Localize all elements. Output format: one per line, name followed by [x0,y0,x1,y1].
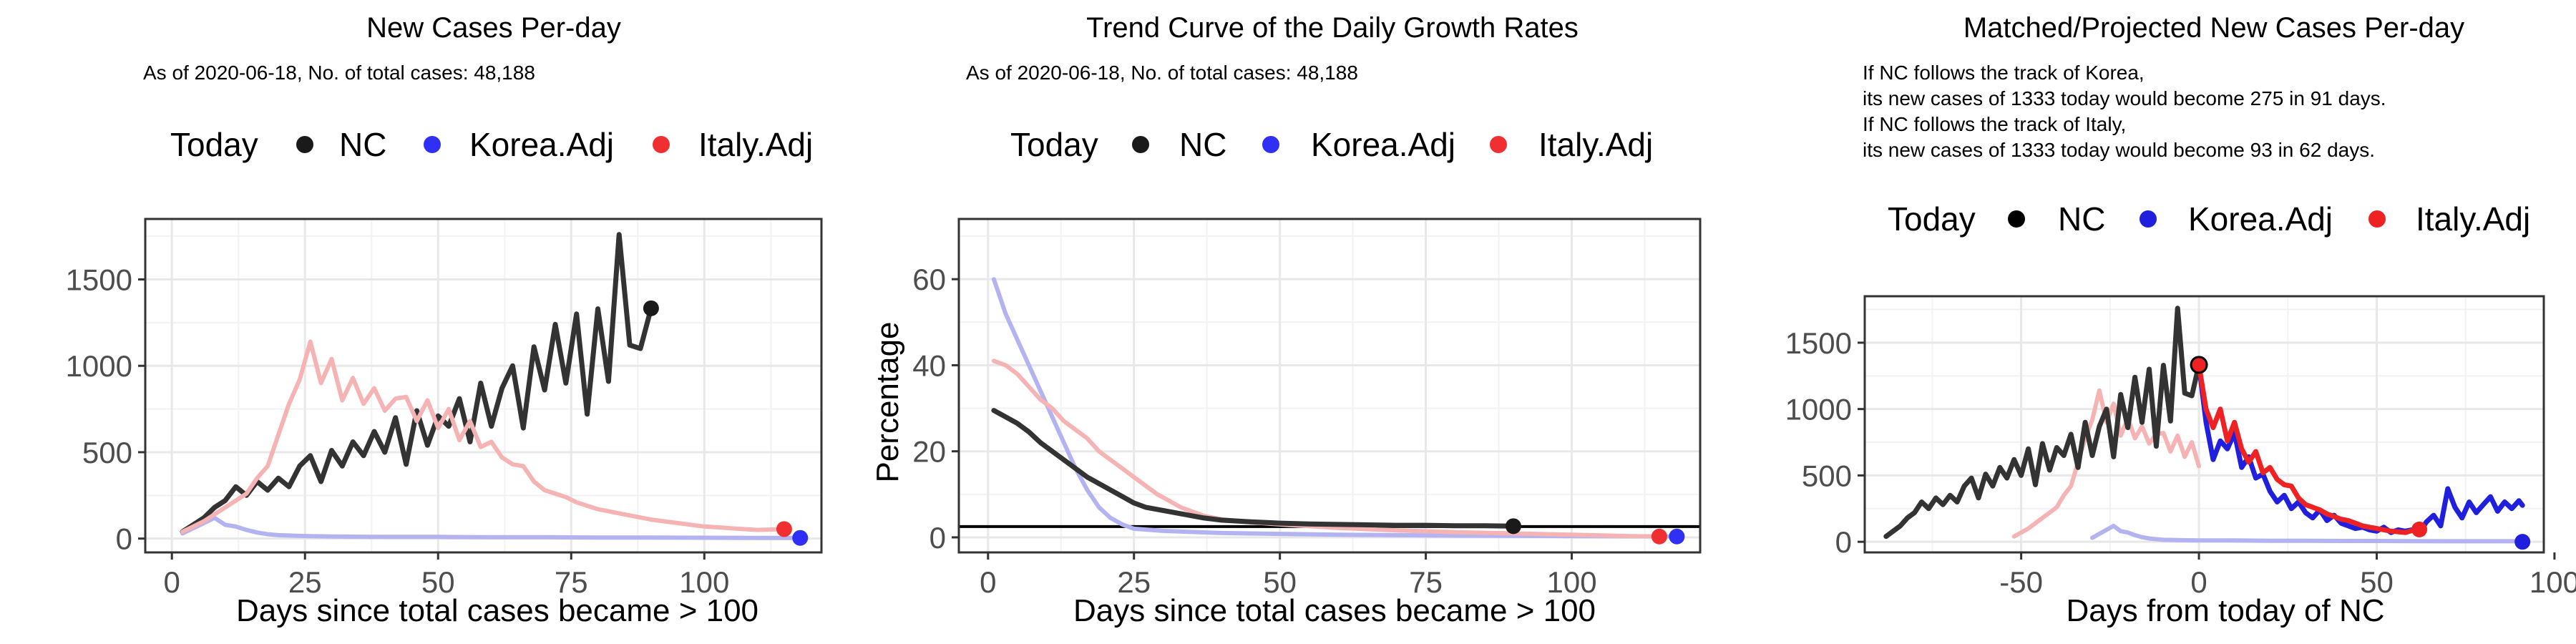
legend-label-nc: NC [1179,126,1226,163]
today-point-nc [643,300,659,316]
legend-label-korea: Korea.Adj [1311,126,1455,163]
panel-new-cases: New Cases Per-day As of 2020-06-18, No. … [66,12,823,628]
today-point-nc [2190,356,2208,374]
chart-subtitle: As of 2020-06-18, No. of total cases: 48… [966,62,1358,84]
chart-title: New Cases Per-day [366,12,621,44]
legend: Today NC Korea.Adj Italy.Adj [1010,126,1653,163]
chart-subtitle: As of 2020-06-18, No. of total cases: 48… [143,62,535,84]
today-point-korea-adj [792,530,809,546]
legend-title: Today [1888,200,1976,238]
chart-title: Matched/Projected New Cases Per-day [1963,12,2464,44]
series-line-korea-adj [180,515,803,540]
plot-border [144,218,823,554]
y-tick-label: 20 [912,435,946,469]
legend-label-korea: Korea.Adj [469,126,614,163]
y-tick-label: 1500 [66,263,132,297]
series-line-italy-adj [180,339,786,534]
plot-border [957,218,1702,554]
series-line-korea-adj [2196,362,2525,535]
panel-growth-rates: Trend Curve of the Daily Growth Rates As… [870,12,1702,628]
y-tick-label: 0 [116,522,132,556]
x-tick-label: 0 [2190,565,2207,599]
x-tick-label: 75 [555,565,588,599]
legend-label-korea: Korea.Adj [2188,200,2333,238]
legend: Today NC Korea.Adj Italy.Adj [170,126,813,163]
legend-marker-korea [2140,210,2157,228]
x-tick-label: 75 [1409,565,1443,599]
y-tick-label: 1000 [66,349,132,383]
y-tick-label: 0 [1835,525,1852,559]
legend: Today NC Korea.Adj Italy.Adj [1888,200,2530,238]
x-axis-label: Days since total cases became > 100 [1073,593,1596,628]
series-line-italy-adj [2196,362,2422,535]
legend-marker-italy [2368,210,2386,228]
series-line-nc [180,232,654,535]
legend-marker-italy [653,136,670,153]
y-tick-label: 500 [1802,459,1852,492]
plot-area: 0 25 50 75 100 0 20 40 60 [912,218,1702,599]
legend-title: Today [170,126,258,163]
y-axis-label: Percentage [870,321,905,482]
y-tick-label: 1500 [1785,326,1852,360]
today-point-italy-adj [1651,528,1667,545]
today-point-italy-adj [2411,521,2428,537]
x-tick-label: -50 [1999,565,2043,599]
x-tick-label: 50 [1263,565,1297,599]
y-tick-label: 1000 [1785,393,1852,426]
chart-subtitle-line-1: If NC follows the track of Korea, [1863,62,2145,84]
legend-marker-nc [1132,136,1149,153]
y-tick-label: 500 [82,436,132,469]
legend-label-nc: NC [2058,200,2105,238]
x-axis-label: Days since total cases became > 100 [236,593,758,628]
x-tick-label: 100 [2529,565,2576,599]
today-point-korea-adj [2514,534,2531,550]
chart-subtitle-line-2: its new cases of 1333 today would become… [1863,87,2386,109]
legend-label-nc: NC [339,126,386,163]
series-line-italy-adj [991,358,1662,539]
x-axis-label: Days from today of NC [2066,593,2384,628]
x-tick-label: 0 [164,565,180,599]
legend-label-italy: Italy.Adj [2416,200,2530,238]
panel-projected-cases: Matched/Projected New Cases Per-day If N… [1785,12,2576,628]
x-tick-label: 100 [1546,565,1596,599]
today-point-nc [1505,518,1521,535]
y-tick-label: 60 [912,263,946,296]
plot-border [1863,295,2545,554]
x-tick-label: 0 [980,565,996,599]
x-tick-label: 25 [288,565,322,599]
series-line-korea-adj-matched- [2090,523,2525,544]
legend-label-italy: Italy.Adj [698,126,813,163]
x-tick-label: 50 [421,565,455,599]
series-line-nc [991,408,1516,529]
chart-title: Trend Curve of the Daily Growth Rates [1086,12,1579,44]
legend-label-italy: Italy.Adj [1538,126,1653,163]
legend-marker-korea [424,136,441,153]
x-tick-label: 50 [2360,565,2394,599]
chart-subtitle-line-3: If NC follows the track of Italy, [1863,113,2126,135]
x-tick-label: 25 [1117,565,1151,599]
legend-marker-korea [1262,136,1279,153]
y-tick-label: 40 [912,348,946,382]
x-tick-label: 100 [679,565,729,599]
y-tick-label: 0 [930,521,946,555]
legend-marker-italy [1490,136,1507,153]
today-point-italy-adj [776,521,792,537]
series-line-nc [1883,306,2202,540]
chart-subtitle-line-4: its new cases of 1333 today would become… [1863,139,2375,161]
series-line-korea-adj [991,277,1679,539]
legend-marker-nc [296,136,313,153]
legend-marker-nc [2008,210,2025,228]
legend-title: Today [1010,126,1098,163]
today-point-korea-adj [1669,528,1685,545]
